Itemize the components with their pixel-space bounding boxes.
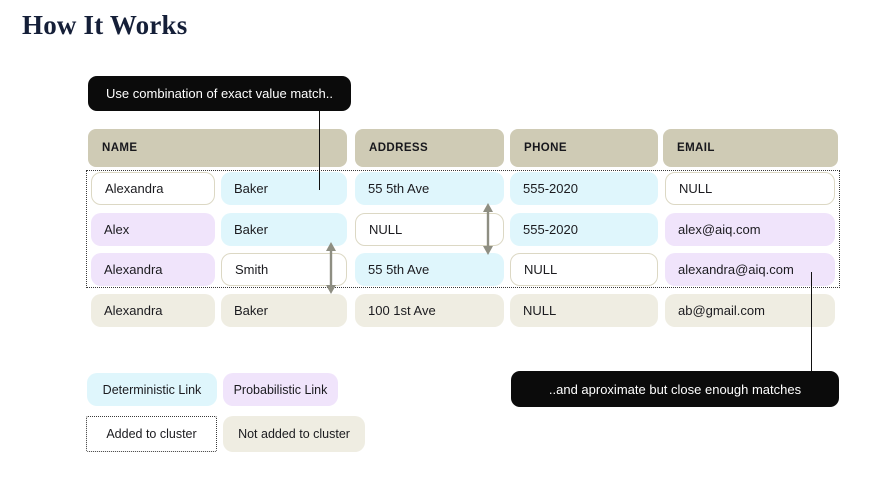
table-cell: ab@gmail.com (665, 294, 835, 327)
column-header-phone: PHONE (510, 129, 658, 167)
table-cell: NULL (665, 172, 835, 205)
table-cell: NULL (355, 213, 504, 246)
table-cell: 555-2020 (510, 213, 658, 246)
column-header-email: EMAIL (663, 129, 838, 167)
table-cell: NULL (510, 253, 658, 286)
table-cell: Alexandra (91, 253, 215, 286)
legend-added-to-cluster: Added to cluster (86, 416, 217, 452)
pointer-line-bottom (811, 272, 812, 372)
pointer-line-top (319, 110, 320, 190)
legend-probabilistic-link: Probabilistic Link (223, 373, 338, 406)
table-cell: Baker (221, 172, 347, 205)
column-header-name: NAME (88, 129, 347, 167)
table-cell: alexandra@aiq.com (665, 253, 835, 286)
table-cell: NULL (510, 294, 658, 327)
vertical-double-arrow-icon (483, 203, 493, 255)
column-header-address: ADDRESS (355, 129, 504, 167)
page-title: How It Works (22, 10, 188, 40)
callout-approximate-match: ..and aproximate but close enough matche… (511, 371, 839, 407)
table-cell: Alex (91, 213, 215, 246)
table-cell: 55 5th Ave (355, 172, 504, 205)
table-cell: Baker (221, 294, 347, 327)
legend-not-added-to-cluster: Not added to cluster (223, 416, 365, 452)
table-cell: Alexandra (91, 172, 215, 205)
table-cell: 55 5th Ave (355, 253, 504, 286)
table-cell: Baker (221, 213, 347, 246)
cluster-boundary (86, 170, 840, 288)
table-cell: 555-2020 (510, 172, 658, 205)
callout-exact-match: Use combination of exact value match.. (88, 76, 351, 111)
table-cell: alex@aiq.com (665, 213, 835, 246)
table-cell: 100 1st Ave (355, 294, 504, 327)
vertical-double-arrow-icon (326, 242, 336, 294)
legend-deterministic-link: Deterministic Link (87, 373, 217, 406)
table-cell: Smith (221, 253, 347, 286)
table-cell: Alexandra (91, 294, 215, 327)
